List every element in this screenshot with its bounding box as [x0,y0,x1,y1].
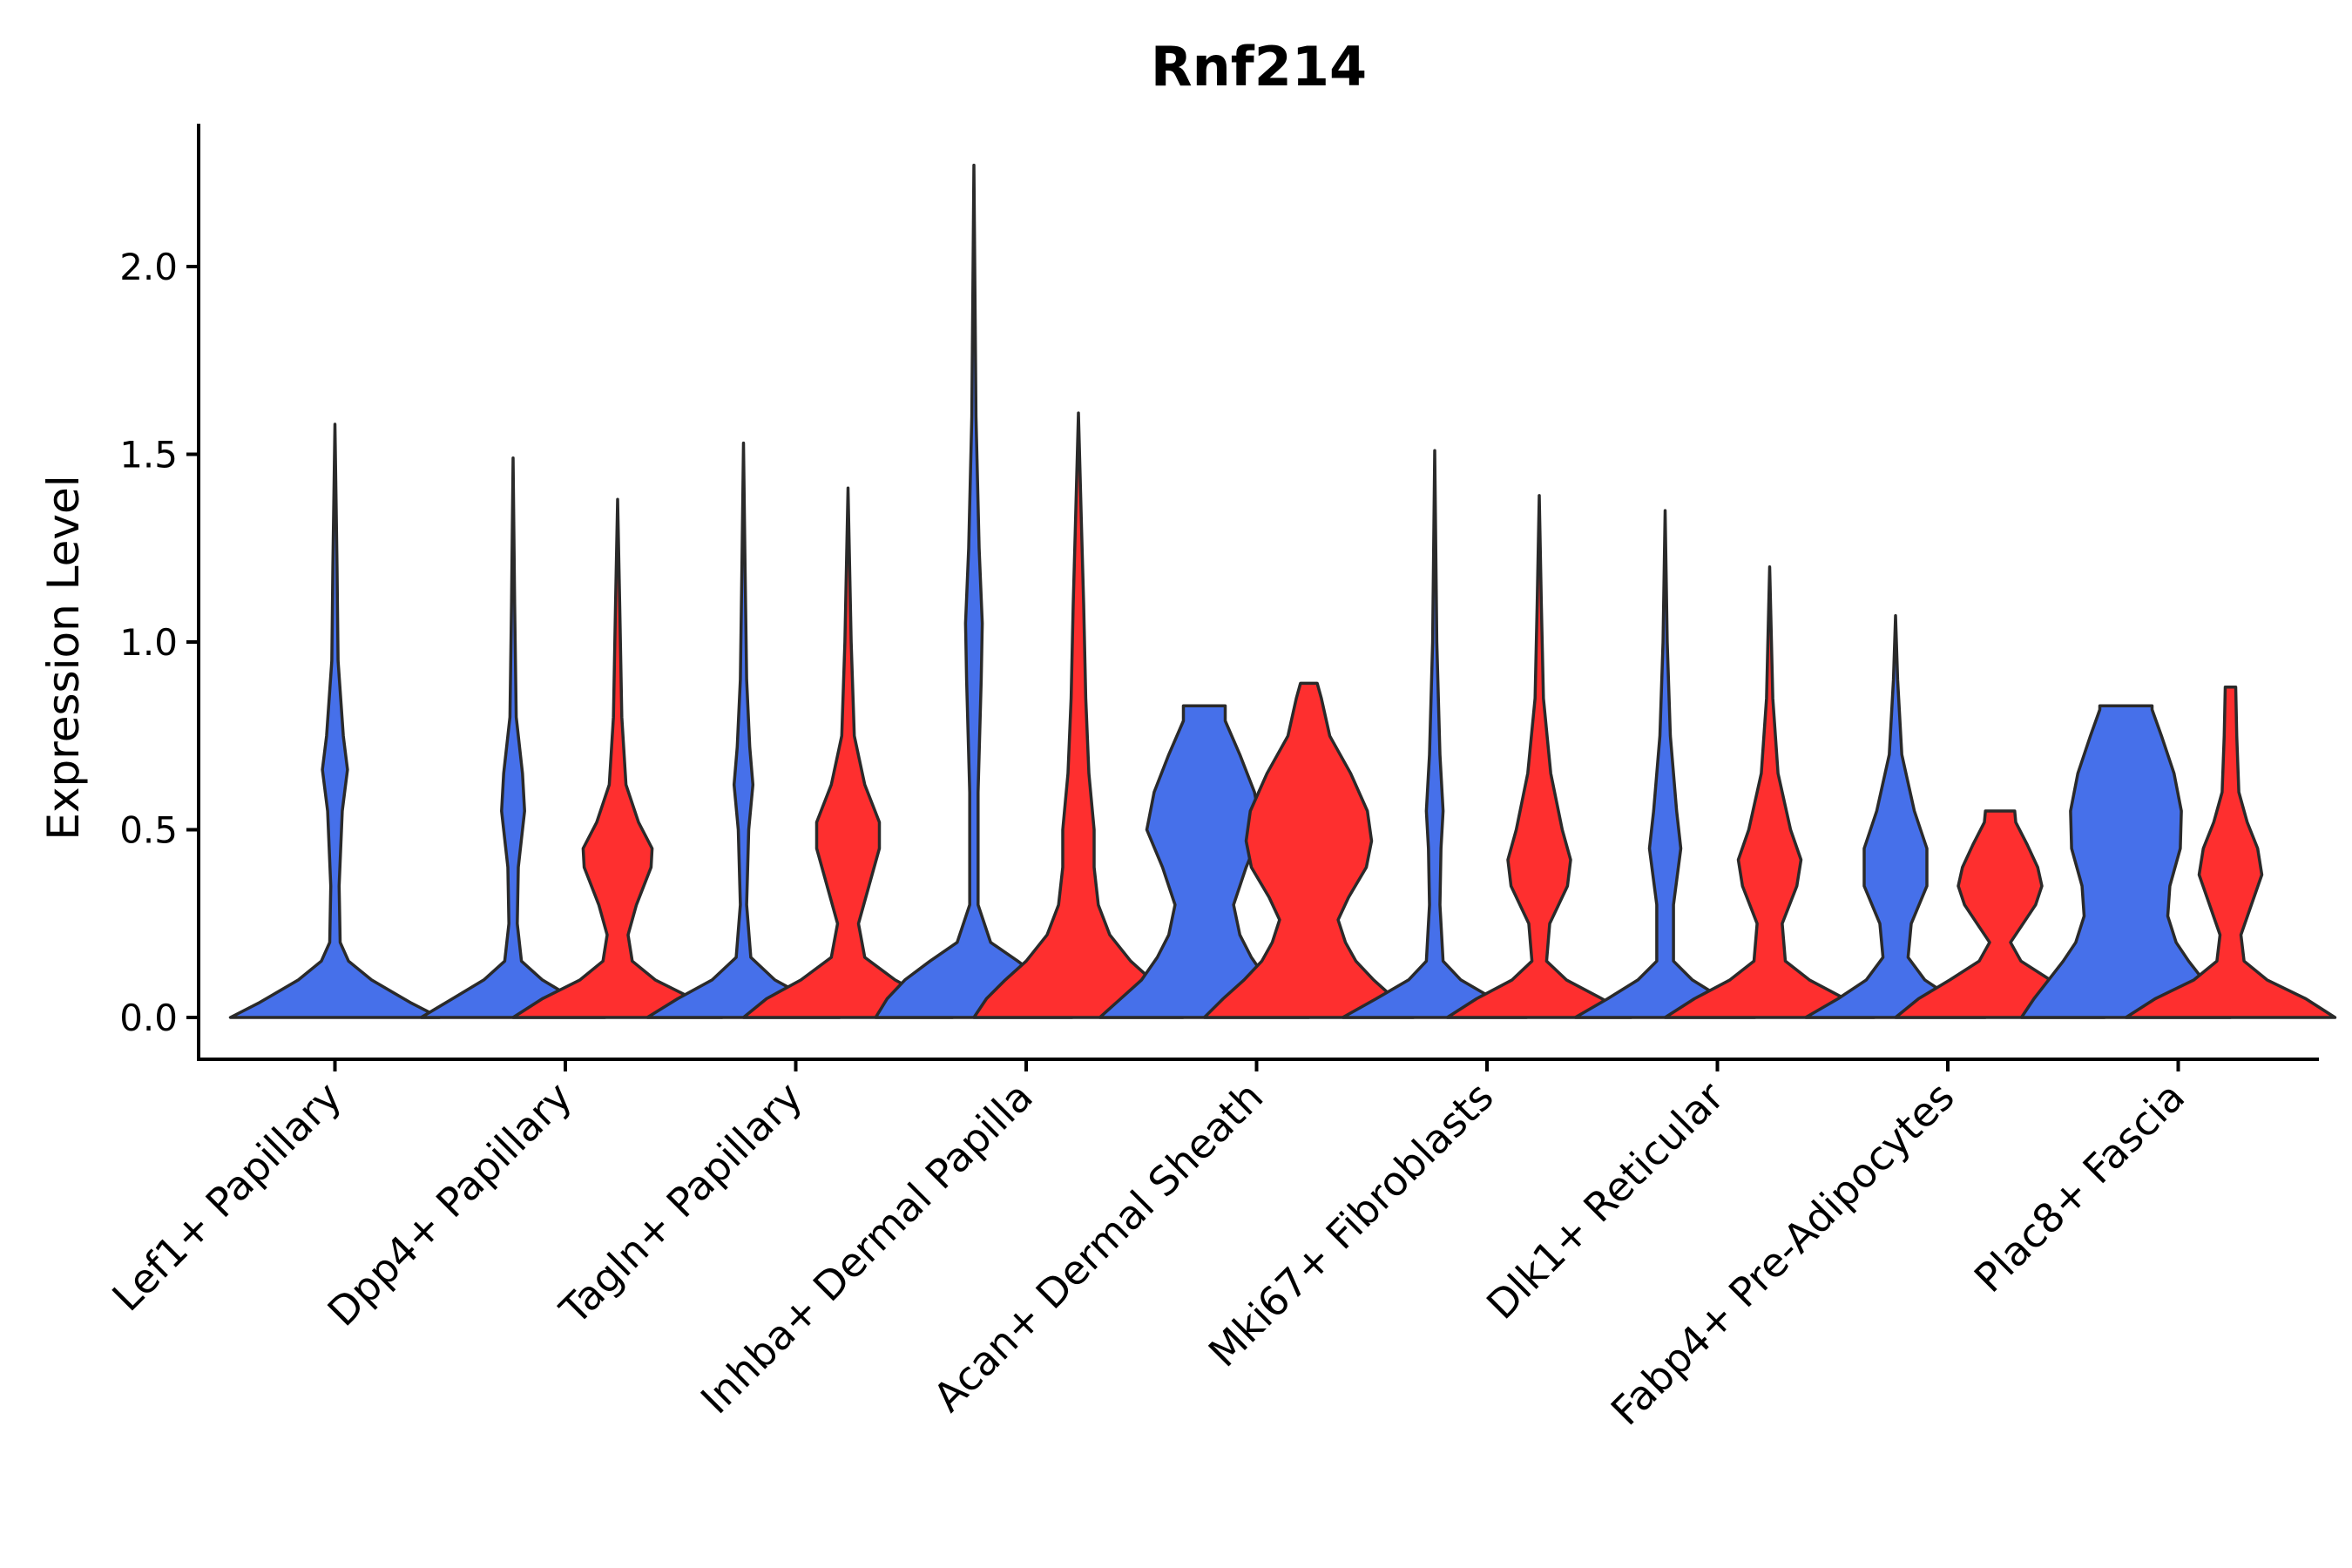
x-tick-label: Plac8+ Fascia [1965,1073,2193,1301]
x-tick-label: Tagln+ Papillary [551,1073,812,1335]
violin-1 [874,163,1074,1019]
violin-1 [1341,449,1529,1019]
violin-1 [2019,704,2233,1019]
y-tick-label: 0.0 [119,997,178,1039]
violin-2 [511,497,724,1019]
x-tick-label: Dlk1+ Reticular [1477,1073,1733,1328]
violin-1 [1573,509,1757,1019]
x-tick-label: Dpp4+ Papillary [319,1073,581,1335]
chart-title: Rnf214 [1151,35,1367,98]
violins-layer [228,163,2337,1019]
violin-2 [1894,809,2106,1019]
y-tick-label: 1.0 [119,621,178,664]
y-ticks: 0.0 0.5 1.0 1.5 2.0 [119,246,199,1039]
y-tick-label: 2.0 [119,246,178,288]
y-axis-label: Expression Level [38,475,89,840]
violin-1 [645,441,841,1019]
violin-1 [1804,614,1987,1019]
x-tick-label: Lef1+ Papillary [103,1073,350,1321]
y-tick-label: 0.5 [119,809,178,852]
violin-2 [1202,681,1416,1019]
violin-1 [419,456,607,1019]
violin-2 [1445,494,1633,1019]
violin-2 [741,486,955,1019]
violin-2 [1663,565,1876,1019]
violin-1 [1098,704,1311,1019]
violin-2 [972,411,1185,1019]
y-tick-label: 1.5 [119,434,178,476]
violin-1 [228,422,442,1019]
violin-2 [2124,685,2337,1019]
